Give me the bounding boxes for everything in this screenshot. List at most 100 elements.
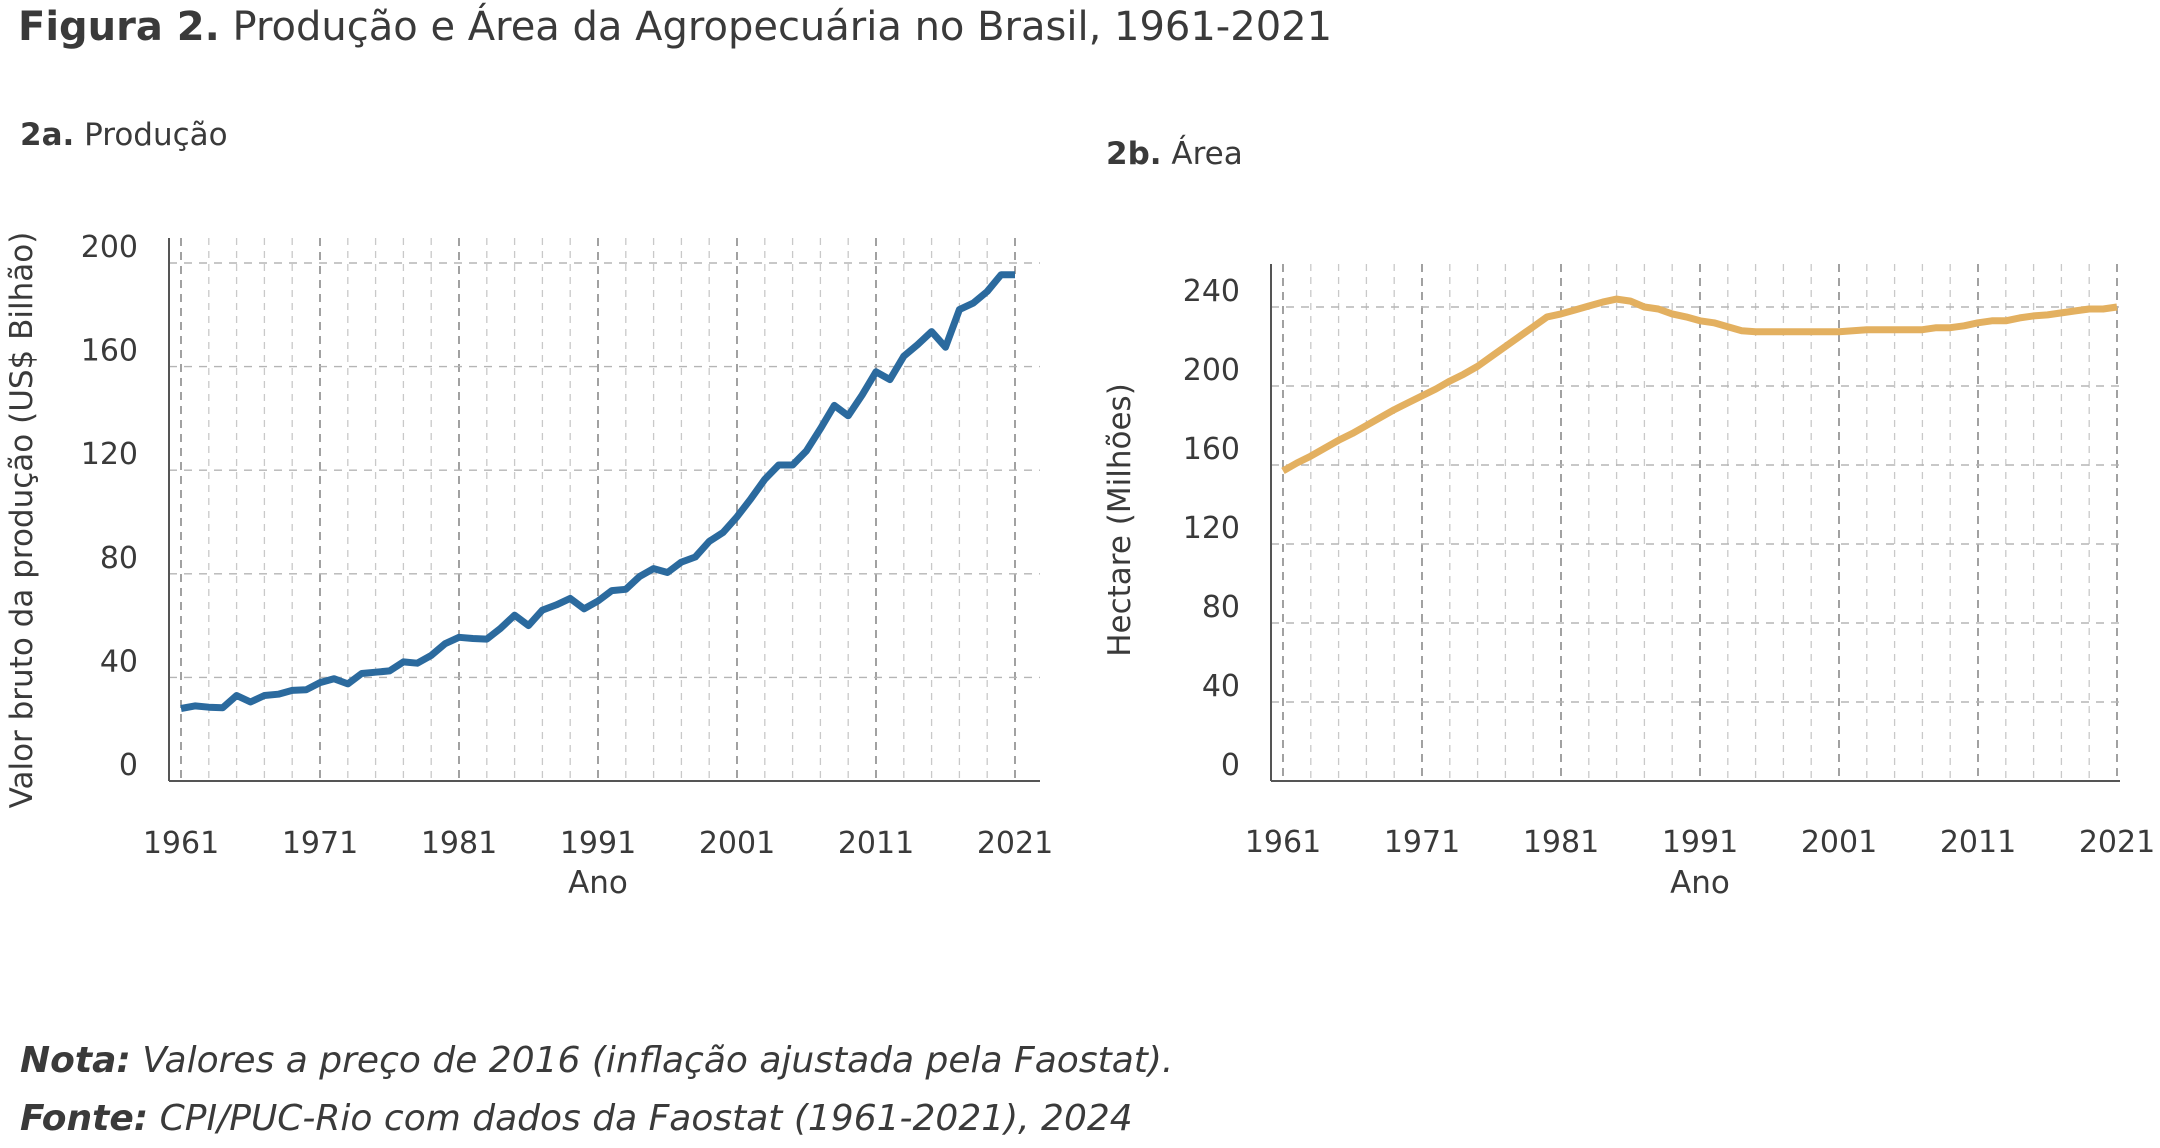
chart-2a-data-point <box>706 538 712 544</box>
chart-2a-data-point <box>831 402 837 408</box>
chart-2a-data-point <box>998 272 1004 278</box>
chart-2a-data-point <box>887 377 893 383</box>
chart-2b-series-line <box>1281 295 2118 474</box>
chart-2b-data-point <box>1919 327 1925 333</box>
chart-2b-data-point <box>1780 329 1786 335</box>
chart-2b-x-tick-label: 2021 <box>2079 825 2155 860</box>
chart-2a-data-point <box>845 413 851 419</box>
chart-2b-data-point <box>1975 320 1981 326</box>
chart-2b-data-point <box>1794 329 1800 335</box>
chart-2a-data-point <box>970 300 976 306</box>
note-line: Nota: Valores a preço de 2016 (inflação … <box>20 1032 1173 1090</box>
chart-2b-data-point <box>1502 344 1508 350</box>
chart-2b-data-point <box>1280 468 1286 474</box>
chart-2b-data-point <box>1419 393 1425 399</box>
chart-2a-data-point <box>776 462 782 468</box>
chart-2b-data-point <box>2003 318 2009 324</box>
chart-2b-x-tick-label: 1991 <box>1662 825 1738 860</box>
chart-2a-data-point <box>817 426 823 432</box>
chart-2a-data-point <box>1012 272 1018 278</box>
chart-2b-data-point <box>1989 318 1995 324</box>
chart-2a-data-point <box>387 668 393 674</box>
chart-2b-data-point <box>1655 306 1661 312</box>
chart-2a-data-point <box>234 693 240 699</box>
chart-2b-x-tick-label: 2011 <box>1940 825 2016 860</box>
chart-2b-data-point <box>1447 378 1453 384</box>
chart-2b-data-point <box>1363 423 1369 429</box>
chart-2a-data-point <box>734 514 740 520</box>
chart-2b-data-point <box>2058 310 2064 316</box>
chart-2b-data-point <box>1377 415 1383 421</box>
chart-2a-data-point <box>206 704 212 710</box>
chart-2a-data-point <box>790 462 796 468</box>
chart-2a-data-point <box>456 634 462 640</box>
chart-2a-data-point <box>442 641 448 647</box>
chart-2a-data-point <box>609 588 615 594</box>
chart-2a-y-tick-label: 120 <box>81 437 138 472</box>
chart-2b-data-point <box>1669 311 1675 317</box>
chart-2a-x-tick-label: 2021 <box>977 826 1053 861</box>
chart-2b-data-point <box>1586 303 1592 309</box>
chart-2a-data-point <box>915 342 921 348</box>
chart-2b-y-tick-label: 40 <box>1202 669 1240 704</box>
chart-2a-data-point <box>345 681 351 687</box>
panel-a-title-text: Produção <box>84 117 228 153</box>
chart-2b-y-tick-label: 240 <box>1183 274 1240 309</box>
chart-2a-data-point <box>553 602 559 608</box>
chart-2b-data-point <box>2086 306 2092 312</box>
chart-2b-data-point <box>2031 313 2037 319</box>
chart-2a-series-line <box>180 271 1015 712</box>
chart-2a-data-point <box>400 659 406 665</box>
chart-2a-x-tick-label: 1971 <box>282 826 358 861</box>
chart-2a-data-point <box>178 706 184 712</box>
chart-2b-data-point <box>1600 299 1606 305</box>
chart-2b-data-point <box>1641 304 1647 310</box>
chart-2b-y-tick-label: 160 <box>1183 432 1240 467</box>
chart-2a-data-point <box>275 691 281 697</box>
chart-2a-y-tick-label: 160 <box>81 334 138 369</box>
chart-2a-data-point <box>539 607 545 613</box>
chart-2a-data-point <box>984 289 990 295</box>
chart-2b-data-point <box>1725 324 1731 330</box>
chart-2b-x-tick-label: 2001 <box>1801 825 1877 860</box>
chart-2a-data-point <box>428 652 434 658</box>
chart-2b-data-point <box>1405 400 1411 406</box>
chart-2b-data-point <box>1628 298 1634 304</box>
chart-2a-data-point <box>859 392 865 398</box>
chart-2a-data-point <box>498 625 504 631</box>
chart-2a-data-point <box>261 693 267 699</box>
chart-2b-data-point <box>1336 437 1342 443</box>
chart-2b-data-point <box>1558 311 1564 317</box>
chart-2b-data-point <box>1350 430 1356 436</box>
figure-notes: Nota: Valores a preço de 2016 (inflação … <box>20 1032 1173 1148</box>
chart-2b-data-point <box>1753 329 1759 335</box>
chart-2b-data-point <box>1461 371 1467 377</box>
chart-2a-data-point <box>623 586 629 592</box>
chart-2a-y-tick-label: 200 <box>81 230 138 265</box>
chart-2b-data-point <box>1906 327 1912 333</box>
chart-2a-data-point <box>359 671 365 677</box>
chart-2b-data-point <box>1864 327 1870 333</box>
chart-2b-data-point <box>1767 329 1773 335</box>
panel-a-title-bold: 2a. <box>20 117 75 153</box>
chart-2a-data-point <box>484 636 490 642</box>
panel-b-title: 2b. Área <box>1106 136 1243 172</box>
chart-2a-x-tick-label: 1991 <box>560 826 636 861</box>
chart-2a-data-point <box>762 476 768 482</box>
chart-2b-data-point <box>1294 460 1300 466</box>
chart-2a-data-point <box>901 353 907 359</box>
note-label: Nota: <box>20 1040 131 1081</box>
source-label: Fonte: <box>20 1098 149 1139</box>
panel-b-title-bold: 2b. <box>1106 136 1162 172</box>
figure-title-bold: Figura 2. <box>18 4 220 50</box>
panel-a-title: 2a. Produção <box>20 117 228 153</box>
chart-2a-data-point <box>651 566 657 572</box>
chart-2a-data-point <box>581 606 587 612</box>
chart-2b-y-tick-label: 0 <box>1221 748 1240 783</box>
figure-title-text: Produção e Área da Agropecuária no Brasi… <box>232 4 1333 50</box>
panel-b-title-text: Área <box>1171 136 1243 172</box>
chart-2a-data-point <box>470 636 476 642</box>
chart-2b-data-point <box>1836 329 1842 335</box>
chart-2a-data-point <box>873 369 879 375</box>
chart-2b-data-point <box>1516 334 1522 340</box>
